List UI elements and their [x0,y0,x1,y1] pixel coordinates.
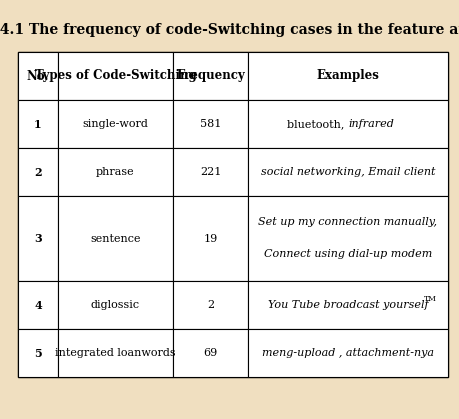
Bar [18,281,58,329]
Bar [18,52,58,100]
Text: meng-upload , attachment-nya: meng-upload , attachment-nya [262,348,433,358]
Text: 581: 581 [199,119,221,129]
Bar [173,329,247,377]
Text: 69: 69 [203,348,217,358]
Text: integrated loanwords: integrated loanwords [55,348,175,358]
Text: 1: 1 [34,119,42,129]
Bar [18,196,58,281]
Text: single-word: single-word [82,119,148,129]
Bar [247,148,447,196]
Text: 3: 3 [34,233,42,244]
Bar [173,100,247,148]
Bar [18,329,58,377]
Bar [173,52,247,100]
Text: infrared: infrared [347,119,393,129]
Text: 2: 2 [207,300,213,310]
Bar [58,100,173,148]
Text: Types of Code-Switching: Types of Code-Switching [34,70,196,83]
Text: You Tube broadcast yourself: You Tube broadcast yourself [267,300,427,310]
Text: 19: 19 [203,233,217,243]
Text: 2: 2 [34,166,42,178]
Text: No.: No. [27,70,49,83]
Text: bluetooth,: bluetooth, [286,119,347,129]
Text: 4: 4 [34,300,42,310]
Text: Connect using dial-up modem: Connect using dial-up modem [263,249,431,259]
Bar [247,52,447,100]
Bar [173,281,247,329]
Text: Examples: Examples [316,70,379,83]
Bar [58,148,173,196]
Text: diglossic: diglossic [91,300,140,310]
Bar [58,281,173,329]
Text: phrase: phrase [96,167,134,177]
Bar [58,196,173,281]
Text: social networking, Email client: social networking, Email client [260,167,434,177]
Bar [58,329,173,377]
Text: 221: 221 [199,167,221,177]
Bar [18,100,58,148]
Bar [247,100,447,148]
Text: Frequency: Frequency [176,70,244,83]
Bar [247,281,447,329]
Text: 5: 5 [34,347,42,359]
Text: Table 4.1 The frequency of code-Switching cases in the feature articles: Table 4.1 The frequency of code-Switchin… [0,23,459,37]
Bar [173,148,247,196]
Bar [173,196,247,281]
Text: Set up my connection manually,: Set up my connection manually, [258,217,437,227]
Bar [58,52,173,100]
Text: TM: TM [423,295,436,303]
Bar [18,52,447,377]
Bar [247,196,447,281]
Text: sentence: sentence [90,233,140,243]
Bar [247,329,447,377]
Bar [18,148,58,196]
